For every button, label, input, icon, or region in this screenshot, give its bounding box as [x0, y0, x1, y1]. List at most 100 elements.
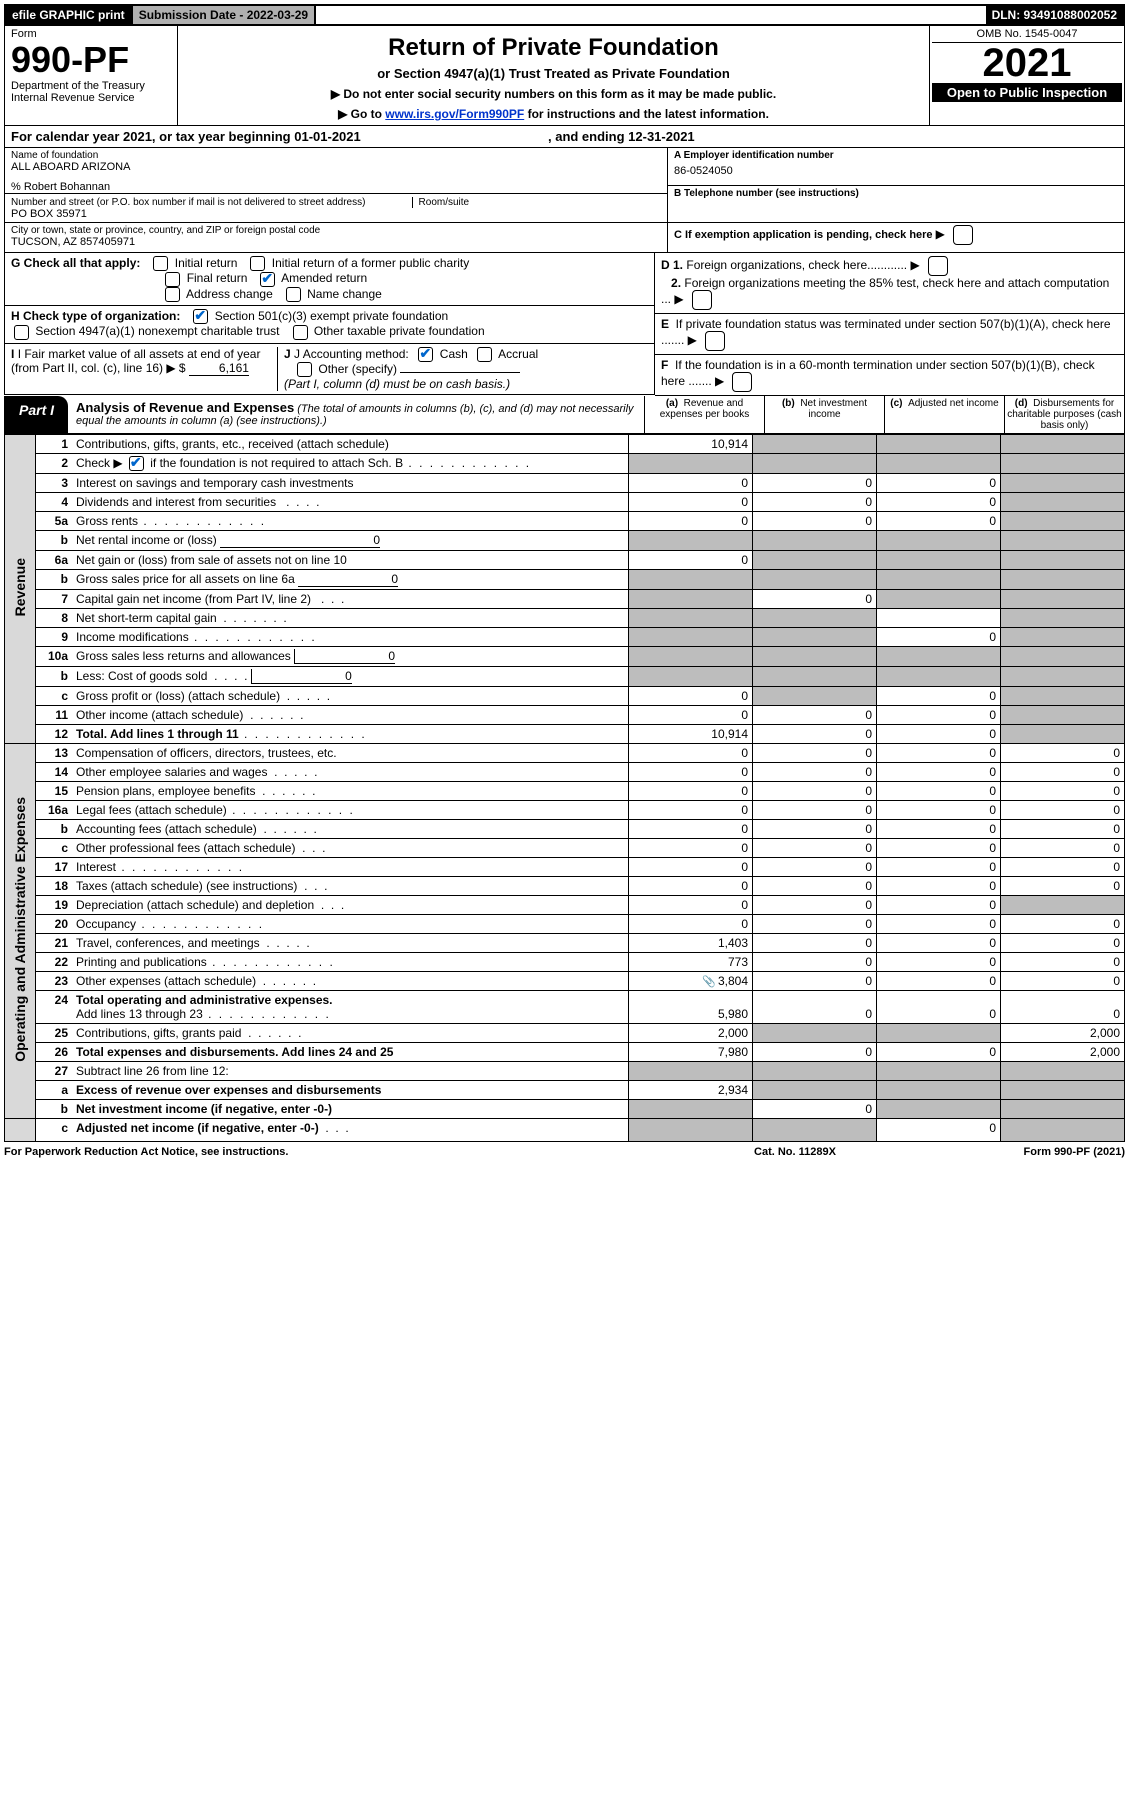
form990pf-link[interactable]: www.irs.gov/Form990PF: [385, 107, 524, 121]
g-amended-return-cb[interactable]: [260, 272, 275, 287]
j-cash: Cash: [440, 347, 468, 361]
h-501c3-cb[interactable]: [193, 309, 208, 324]
g-initial-return-cb[interactable]: [153, 256, 168, 271]
r1-desc: Contributions, gifts, grants, etc., rece…: [72, 435, 629, 454]
room-lbl: Room/suite: [412, 197, 470, 208]
r1-d: [1001, 435, 1125, 454]
page-footer: For Paperwork Reduction Act Notice, see …: [4, 1146, 1125, 1158]
d1-checkbox[interactable]: [928, 256, 948, 276]
row-2: 2 Check ▶ if the foundation is not requi…: [5, 454, 1125, 474]
city-state-zip: TUCSON, AZ 857405971: [11, 236, 661, 248]
calrow-mid: , and ending: [548, 129, 628, 144]
side-expenses: Operating and Administrative Expenses: [12, 797, 28, 1062]
col-b-hdr: Net investment income: [800, 398, 867, 420]
j-accrual-cb[interactable]: [477, 347, 492, 362]
i-j-row: I I Fair market value of all assets at e…: [4, 344, 655, 396]
row-9: 9 Income modifications 0: [5, 628, 1125, 647]
calrow-end: 12-31-2021: [628, 129, 695, 144]
schedule-icon[interactable]: [702, 974, 718, 988]
j-accrual: Accrual: [498, 347, 538, 361]
row-3: 3 Interest on savings and temporary cash…: [5, 474, 1125, 493]
form-title: Return of Private Foundation: [186, 34, 921, 62]
part1-table: Revenue 1 Contributions, gifts, grants, …: [4, 434, 1125, 1142]
name-lbl: Name of foundation: [11, 150, 661, 161]
form-number: 990-PF: [11, 42, 171, 78]
j-lbl: J Accounting method:: [294, 347, 409, 361]
street-address: PO BOX 35971: [11, 208, 661, 220]
g-initial-former: Initial return of a former public charit…: [272, 256, 469, 270]
g-name-change: Name change: [307, 287, 382, 301]
j-other-cb[interactable]: [297, 362, 312, 377]
row-20: 20Occupancy0000: [5, 915, 1125, 934]
row-14: 14Other employee salaries and wages . . …: [5, 763, 1125, 782]
row-25: 25Contributions, gifts, grants paid . . …: [5, 1024, 1125, 1043]
d2-checkbox[interactable]: [692, 290, 712, 310]
note-ssn: ▶ Do not enter social security numbers o…: [186, 87, 921, 101]
j-note: (Part I, column (d) must be on cash basi…: [284, 377, 510, 391]
h-lbl: H Check type of organization:: [11, 309, 180, 323]
r1-a: 10,914: [629, 435, 753, 454]
ein-lbl: A Employer identification number: [674, 150, 1118, 161]
row-16c: cOther professional fees (attach schedul…: [5, 839, 1125, 858]
f-checkbox[interactable]: [732, 372, 752, 392]
identification-block: Name of foundation ALL ABOARD ARIZONA % …: [4, 148, 1125, 253]
r2-desc: Check ▶ if the foundation is not require…: [72, 454, 629, 474]
dln-label: DLN: 93491088002052: [986, 6, 1123, 24]
j-other: Other (specify): [318, 362, 397, 376]
row-7: 7 Capital gain net income (from Part IV,…: [5, 590, 1125, 609]
top-bar: efile GRAPHIC print Submission Date - 20…: [4, 4, 1125, 26]
calrow-begin: 01-01-2021: [294, 129, 361, 144]
irs-label: Internal Revenue Service: [11, 92, 171, 104]
g-final-return-cb[interactable]: [165, 272, 180, 287]
foundation-name: ALL ABOARD ARIZONA: [11, 161, 661, 173]
row-4: 4 Dividends and interest from securities…: [5, 493, 1125, 512]
row-10a: 10a Gross sales less returns and allowan…: [5, 647, 1125, 667]
efile-label[interactable]: efile GRAPHIC print: [6, 6, 133, 24]
e-row: E If private foundation status was termi…: [655, 314, 1125, 355]
col-c-hdr: Adjusted net income: [908, 398, 999, 409]
d-row: D 1. D 1. Foreign organizations, check h…: [655, 253, 1125, 314]
h-other: Other taxable private foundation: [314, 324, 485, 338]
c-checkbox[interactable]: [953, 225, 973, 245]
h-4947-cb[interactable]: [14, 325, 29, 340]
i-value: 6,161: [189, 361, 249, 376]
part1-title: Analysis of Revenue and Expenses (The to…: [68, 396, 644, 433]
check-section: G Check all that apply: Initial return I…: [4, 253, 1125, 396]
row-6a: 6a Net gain or (loss) from sale of asset…: [5, 551, 1125, 570]
tax-year: 2021: [932, 43, 1122, 83]
row-15: 15Pension plans, employee benefits . . .…: [5, 782, 1125, 801]
h-row: H Check type of organization: Section 50…: [4, 306, 655, 344]
j-cash-cb[interactable]: [418, 347, 433, 362]
f-row: F If the foundation is in a 60-month ter…: [655, 355, 1125, 396]
footer-left: For Paperwork Reduction Act Notice, see …: [4, 1146, 685, 1158]
row-13: Operating and Administrative Expenses 13…: [5, 744, 1125, 763]
r2-checkbox[interactable]: [129, 456, 144, 471]
row-10b: b Less: Cost of goods sold . . . . 0: [5, 667, 1125, 687]
g-name-change-cb[interactable]: [286, 287, 301, 302]
g-address-change-cb[interactable]: [165, 287, 180, 302]
header-right: OMB No. 1545-0047 2021 Open to Public In…: [929, 26, 1124, 125]
row-6b: b Gross sales price for all assets on li…: [5, 570, 1125, 590]
row-27: 27Subtract line 26 from line 12:: [5, 1062, 1125, 1081]
h-other-cb[interactable]: [293, 325, 308, 340]
e-checkbox[interactable]: [705, 331, 725, 351]
calendar-year-row: For calendar year 2021, or tax year begi…: [4, 126, 1125, 148]
row-5b: b Net rental income or (loss) 0: [5, 531, 1125, 551]
r2-num: 2: [36, 454, 73, 474]
addr-lbl: Number and street (or P.O. box number if…: [11, 197, 365, 208]
phone-lbl: B Telephone number (see instructions): [674, 188, 1118, 199]
row-27a: aExcess of revenue over expenses and dis…: [5, 1081, 1125, 1100]
row-16a: 16aLegal fees (attach schedule)0000: [5, 801, 1125, 820]
row-11: 11 Other income (attach schedule) . . . …: [5, 706, 1125, 725]
part1-title-text: Analysis of Revenue and Expenses: [76, 400, 294, 415]
c-lbl: C If exemption application is pending, c…: [674, 229, 933, 241]
row-10c: c Gross profit or (loss) (attach schedul…: [5, 687, 1125, 706]
h-501c3: Section 501(c)(3) exempt private foundat…: [215, 309, 448, 323]
g-row: G Check all that apply: Initial return I…: [4, 253, 655, 306]
row-1: Revenue 1 Contributions, gifts, grants, …: [5, 435, 1125, 454]
g-lbl: G Check all that apply:: [11, 256, 140, 270]
form-header: Form 990-PF Department of the Treasury I…: [4, 26, 1125, 126]
row-16b: bAccounting fees (attach schedule) . . .…: [5, 820, 1125, 839]
g-address-change: Address change: [186, 287, 273, 301]
row-19: 19Depreciation (attach schedule) and dep…: [5, 896, 1125, 915]
